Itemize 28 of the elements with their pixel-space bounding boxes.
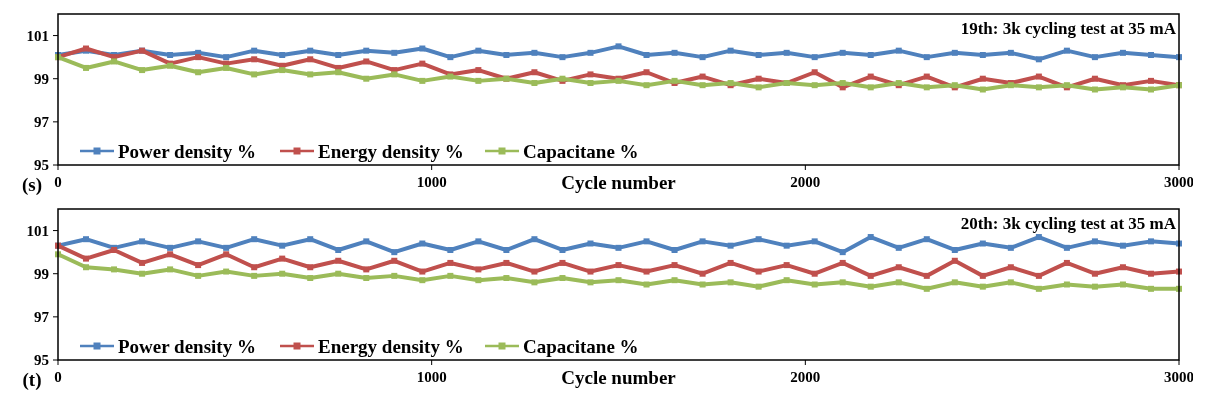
x-tick-label: 2000 (790, 369, 821, 385)
chart-title: 20th: 3k cycling test at 35 mA (960, 214, 1177, 233)
legend-label: Energy density % (318, 335, 464, 357)
y-tick-label: 97 (34, 114, 50, 131)
text: (s) (21, 174, 43, 196)
y-tick-label: 97 (34, 309, 50, 326)
y-tick-label: 95 (34, 352, 49, 369)
y-tick-label: 99 (34, 265, 49, 282)
chart-title: 19th: 3k cycling test at 35 mA (960, 19, 1177, 38)
x-tick-label: 3000 (1164, 174, 1194, 190)
y-tick-label: 101 (26, 222, 49, 239)
x-tick-label: 1000 (416, 369, 447, 385)
x-tick-label: 0 (54, 174, 62, 190)
legend-label: Capacitane % (523, 140, 639, 162)
y-tick-label: 99 (34, 70, 49, 87)
x-tick-label: 0 (54, 369, 62, 385)
y-tick-label: 101 (26, 27, 49, 44)
legend-label: Energy density % (318, 140, 464, 162)
y-tick-label: 95 (34, 157, 49, 174)
x-axis-title: Cycle number (561, 367, 677, 388)
x-axis-title: Cycle number (561, 172, 677, 193)
legend-label: Power density % (118, 335, 256, 357)
x-tick-label: 2000 (790, 174, 821, 190)
text: (t) (22, 369, 42, 391)
legend-label: Power density % (118, 140, 256, 162)
x-tick-label: 1000 (416, 174, 447, 190)
legend-label: Capacitane % (523, 335, 639, 357)
x-tick-label: 3000 (1164, 369, 1194, 385)
